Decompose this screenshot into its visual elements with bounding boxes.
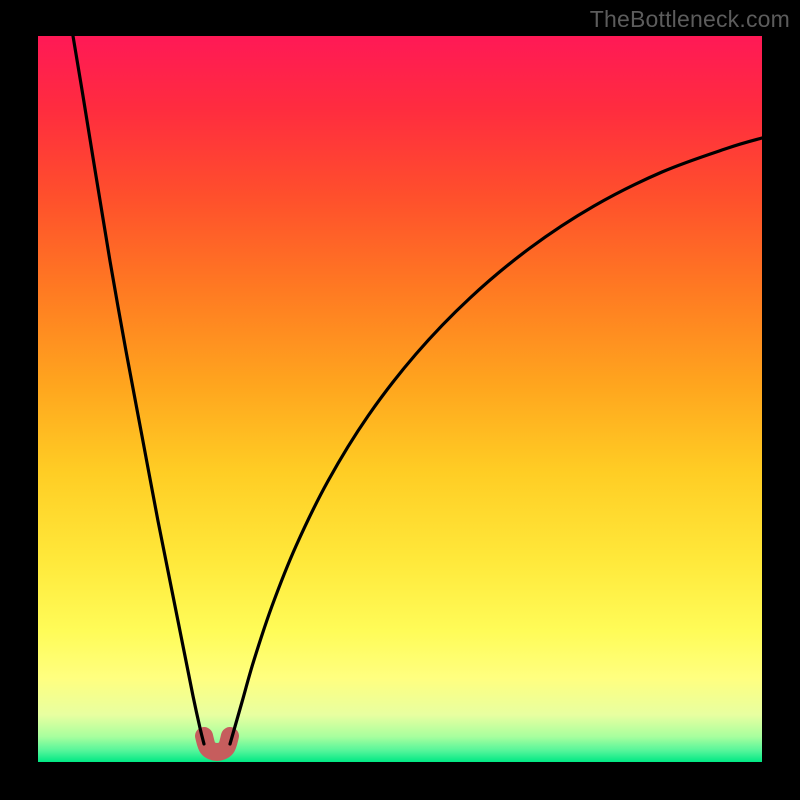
bottleneck-curve-right bbox=[230, 138, 762, 744]
watermark-text: TheBottleneck.com bbox=[590, 6, 790, 33]
plot-area bbox=[38, 36, 762, 762]
bottleneck-curve-left bbox=[73, 36, 204, 744]
chart-container: { "watermark": { "text": "TheBottleneck.… bbox=[0, 0, 800, 800]
valley-marker bbox=[204, 736, 230, 752]
curve-layer bbox=[38, 36, 762, 762]
